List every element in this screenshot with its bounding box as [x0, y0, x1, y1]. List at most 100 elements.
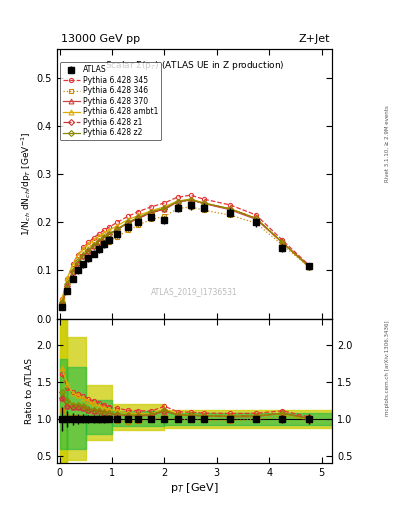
Pythia 6.428 z1: [70, 269, 75, 275]
Pythia 6.428 ambt1: [107, 227, 112, 233]
Pythia 6.428 z1: [149, 209, 154, 216]
Pythia 6.428 ambt1: [81, 246, 86, 252]
Pythia 6.428 346: [280, 242, 285, 248]
Line: Pythia 6.428 z1: Pythia 6.428 z1: [60, 198, 310, 305]
Pythia 6.428 346: [75, 266, 80, 272]
Pythia 6.428 ambt1: [102, 230, 107, 236]
Pythia 6.428 345: [149, 204, 154, 210]
Pythia 6.428 z1: [65, 283, 70, 289]
Pythia 6.428 345: [86, 240, 91, 246]
Pythia 6.428 345: [228, 202, 232, 208]
Pythia 6.428 345: [75, 251, 80, 258]
Pythia 6.428 z2: [125, 219, 130, 225]
Pythia 6.428 ambt1: [201, 200, 206, 206]
Pythia 6.428 345: [60, 296, 64, 303]
Pythia 6.428 z1: [175, 199, 180, 205]
Pythia 6.428 370: [175, 199, 180, 205]
Pythia 6.428 z2: [228, 206, 232, 212]
Text: Scalar $\Sigma$(p$_T$) (ATLAS UE in Z production): Scalar $\Sigma$(p$_T$) (ATLAS UE in Z pr…: [105, 59, 285, 72]
Pythia 6.428 z2: [70, 268, 75, 274]
Pythia 6.428 ambt1: [149, 207, 154, 214]
Pythia 6.428 346: [175, 206, 180, 212]
Pythia 6.428 345: [201, 196, 206, 202]
Pythia 6.428 370: [136, 216, 141, 222]
Pythia 6.428 z2: [60, 299, 64, 305]
Pythia 6.428 370: [60, 300, 64, 306]
Pythia 6.428 370: [70, 269, 75, 275]
Pythia 6.428 z2: [306, 263, 311, 269]
Pythia 6.428 ambt1: [60, 295, 64, 302]
Pythia 6.428 346: [136, 222, 141, 228]
Pythia 6.428 z1: [188, 197, 193, 203]
Pythia 6.428 ambt1: [228, 206, 232, 212]
Pythia 6.428 z1: [107, 231, 112, 238]
Pythia 6.428 346: [91, 250, 96, 256]
Pythia 6.428 ambt1: [162, 204, 167, 210]
Pythia 6.428 ambt1: [306, 264, 311, 270]
Pythia 6.428 z2: [175, 199, 180, 205]
Pythia 6.428 346: [188, 204, 193, 210]
Pythia 6.428 z2: [86, 247, 91, 253]
Pythia 6.428 ambt1: [86, 241, 91, 247]
Pythia 6.428 z2: [97, 238, 101, 244]
Pythia 6.428 z1: [201, 200, 206, 206]
Pythia 6.428 346: [306, 264, 311, 270]
Pythia 6.428 z2: [188, 197, 193, 203]
Pythia 6.428 345: [97, 231, 101, 237]
Pythia 6.428 370: [65, 283, 70, 289]
Y-axis label: Ratio to ATLAS: Ratio to ATLAS: [25, 358, 34, 424]
Pythia 6.428 z1: [81, 253, 86, 259]
Text: Z+Jet: Z+Jet: [299, 33, 330, 44]
Pythia 6.428 346: [201, 207, 206, 214]
Pythia 6.428 346: [162, 214, 167, 220]
Pythia 6.428 z2: [91, 242, 96, 248]
Pythia 6.428 z1: [162, 206, 167, 212]
Pythia 6.428 z1: [254, 216, 259, 222]
Pythia 6.428 z2: [115, 226, 119, 232]
Pythia 6.428 345: [65, 276, 70, 282]
Pythia 6.428 345: [254, 212, 259, 218]
Pythia 6.428 z2: [65, 281, 70, 287]
Pythia 6.428 370: [162, 206, 167, 212]
Pythia 6.428 z2: [81, 252, 86, 258]
Y-axis label: 1/N$_{ch}$ dN$_{ch}$/dp$_T$ [GeV$^{-1}$]: 1/N$_{ch}$ dN$_{ch}$/dp$_T$ [GeV$^{-1}$]: [20, 132, 34, 236]
Line: Pythia 6.428 z2: Pythia 6.428 z2: [60, 198, 310, 304]
X-axis label: p$_T$ [GeV]: p$_T$ [GeV]: [170, 481, 219, 495]
Pythia 6.428 z2: [107, 231, 112, 237]
Pythia 6.428 370: [86, 248, 91, 254]
Text: mcplots.cern.ch [arXiv:1306.3436]: mcplots.cern.ch [arXiv:1306.3436]: [385, 321, 389, 416]
Pythia 6.428 z1: [86, 248, 91, 254]
Pythia 6.428 345: [136, 208, 141, 215]
Pythia 6.428 346: [107, 239, 112, 245]
Pythia 6.428 346: [70, 274, 75, 281]
Pythia 6.428 346: [81, 260, 86, 266]
Pythia 6.428 z1: [60, 300, 64, 306]
Pythia 6.428 ambt1: [65, 274, 70, 281]
Pythia 6.428 ambt1: [136, 212, 141, 219]
Pythia 6.428 370: [107, 231, 112, 238]
Pythia 6.428 370: [115, 226, 119, 232]
Pythia 6.428 346: [86, 255, 91, 261]
Pythia 6.428 z1: [97, 239, 101, 245]
Pythia 6.428 370: [97, 239, 101, 245]
Pythia 6.428 z2: [280, 240, 285, 246]
Pythia 6.428 ambt1: [175, 198, 180, 204]
Line: Pythia 6.428 346: Pythia 6.428 346: [60, 205, 310, 307]
Line: Pythia 6.428 370: Pythia 6.428 370: [60, 198, 311, 306]
Pythia 6.428 370: [125, 220, 130, 226]
Pythia 6.428 346: [149, 216, 154, 222]
Pythia 6.428 z2: [136, 215, 141, 221]
Pythia 6.428 345: [81, 244, 86, 250]
Pythia 6.428 345: [280, 237, 285, 243]
Pythia 6.428 370: [91, 243, 96, 249]
Pythia 6.428 345: [91, 234, 96, 241]
Pythia 6.428 345: [102, 227, 107, 233]
Pythia 6.428 345: [175, 194, 180, 200]
Pythia 6.428 345: [306, 262, 311, 268]
Pythia 6.428 ambt1: [188, 196, 193, 202]
Line: Pythia 6.428 ambt1: Pythia 6.428 ambt1: [60, 197, 311, 301]
Pythia 6.428 z2: [162, 205, 167, 211]
Pythia 6.428 ambt1: [75, 252, 80, 258]
Pythia 6.428 345: [115, 219, 119, 225]
Pythia 6.428 ambt1: [254, 216, 259, 222]
